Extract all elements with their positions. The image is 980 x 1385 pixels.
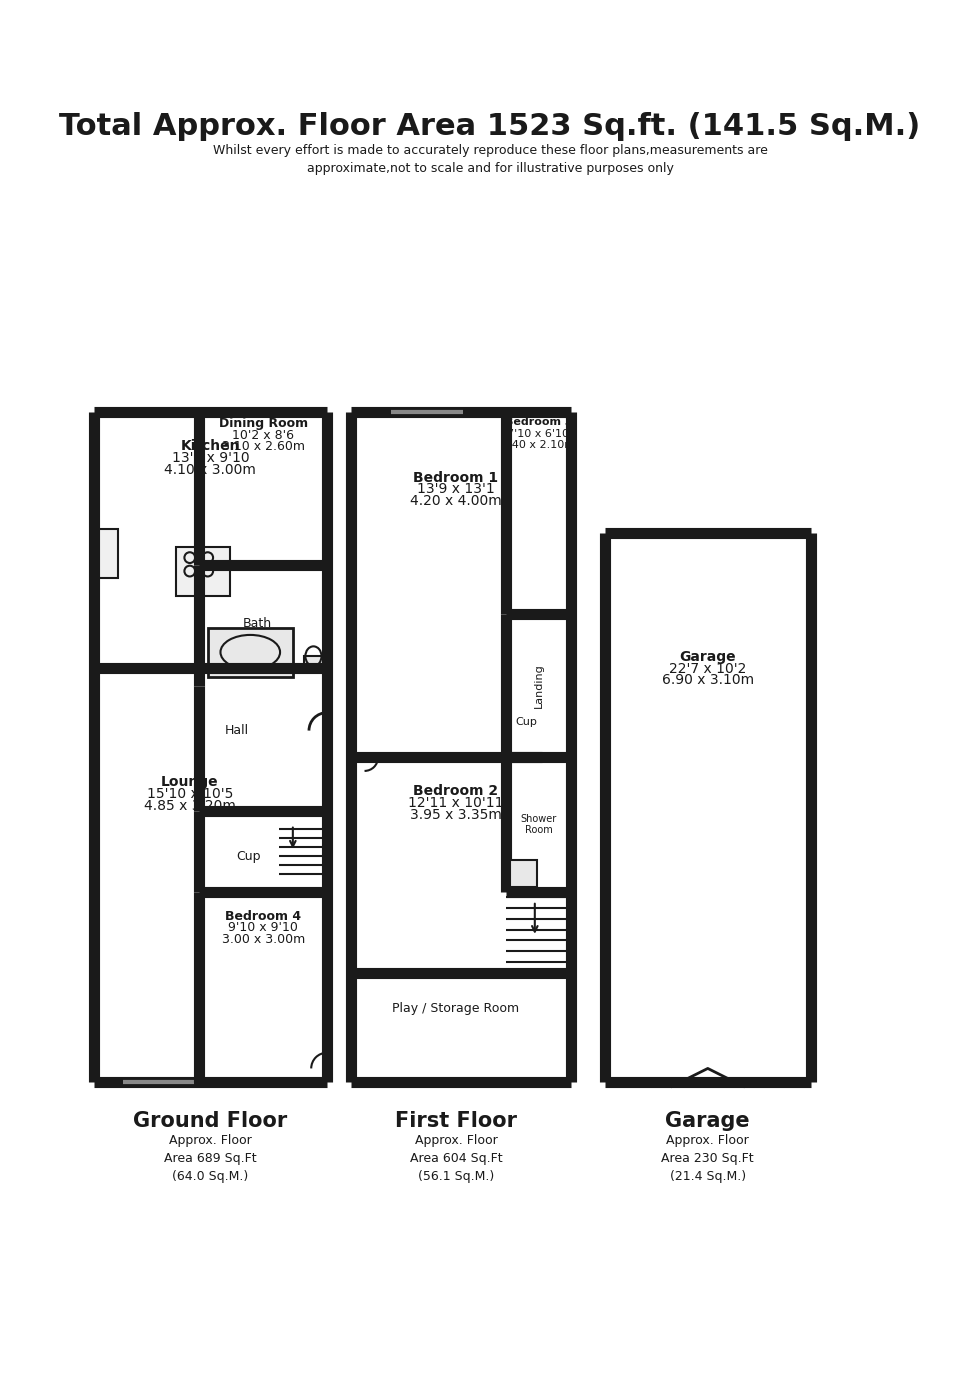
Text: 3.10 x 2.60m: 3.10 x 2.60m [221, 440, 305, 453]
Bar [176, 547, 230, 596]
Text: First Floor: First Floor [395, 1111, 516, 1132]
Text: Cup: Cup [236, 849, 261, 863]
Text: Total Approx. Floor Area 1523 Sq.ft. (141.5 Sq.M.): Total Approx. Floor Area 1523 Sq.ft. (14… [60, 112, 920, 141]
Text: 2.40 x 2.10m: 2.40 x 2.10m [502, 440, 575, 450]
Text: Garage: Garage [665, 1111, 750, 1132]
Text: Shower
Room: Shower Room [520, 814, 557, 835]
Bar [96, 529, 118, 579]
Text: Ground Floor: Ground Floor [133, 1111, 287, 1132]
Text: 4.10 x 3.00m: 4.10 x 3.00m [165, 463, 257, 476]
Text: Dining Room: Dining Room [219, 417, 308, 429]
Text: 15'10 x 10'5: 15'10 x 10'5 [147, 787, 233, 801]
Text: Approx. Floor
Area 604 Sq.Ft
(56.1 Sq.M.): Approx. Floor Area 604 Sq.Ft (56.1 Sq.M.… [410, 1134, 503, 1183]
Text: 3.95 x 3.35m: 3.95 x 3.35m [410, 807, 502, 821]
Bar [304, 656, 323, 672]
Text: 7'10 x 6'10: 7'10 x 6'10 [508, 428, 569, 439]
Text: 10'2 x 8'6: 10'2 x 8'6 [232, 428, 294, 442]
Text: Landing: Landing [533, 663, 543, 708]
Text: Play / Storage Room: Play / Storage Room [392, 1001, 519, 1015]
Text: 13'5 x 9'10: 13'5 x 9'10 [172, 452, 249, 465]
Text: Lounge: Lounge [161, 776, 219, 789]
Text: 12'11 x 10'11: 12'11 x 10'11 [409, 796, 504, 810]
Text: 6.90 x 3.10m: 6.90 x 3.10m [662, 673, 754, 687]
Text: Bedroom 3: Bedroom 3 [505, 417, 572, 427]
Text: 3.00 x 3.00m: 3.00 x 3.00m [221, 933, 305, 946]
Text: 9'10 x 9'10: 9'10 x 9'10 [228, 921, 298, 935]
Text: Bedroom 1: Bedroom 1 [414, 471, 499, 485]
Text: Kitchen: Kitchen [180, 439, 240, 453]
Text: Bath: Bath [242, 616, 271, 630]
Text: Approx. Floor
Area 230 Sq.Ft
(21.4 Sq.M.): Approx. Floor Area 230 Sq.Ft (21.4 Sq.M.… [662, 1134, 754, 1183]
Text: Bedroom 2: Bedroom 2 [414, 784, 499, 798]
Text: Cup: Cup [514, 716, 537, 727]
Text: Whilst every effort is made to accurately reproduce these floor plans,measuremen: Whilst every effort is made to accuratel… [213, 144, 767, 175]
Text: Bedroom 4: Bedroom 4 [225, 910, 301, 922]
Text: 22'7 x 10'2: 22'7 x 10'2 [669, 662, 747, 676]
Text: 4.85 x 3.20m: 4.85 x 3.20m [144, 799, 236, 813]
Bar [510, 860, 537, 886]
Text: Approx. Floor
Area 689 Sq.Ft
(64.0 Sq.M.): Approx. Floor Area 689 Sq.Ft (64.0 Sq.M.… [164, 1134, 257, 1183]
Text: 13'9 x 13'1: 13'9 x 13'1 [417, 482, 495, 496]
Text: 4.20 x 4.00m: 4.20 x 4.00m [410, 494, 502, 508]
Text: Hall: Hall [224, 724, 249, 737]
Bar [208, 627, 293, 677]
Text: Garage: Garage [679, 650, 736, 663]
